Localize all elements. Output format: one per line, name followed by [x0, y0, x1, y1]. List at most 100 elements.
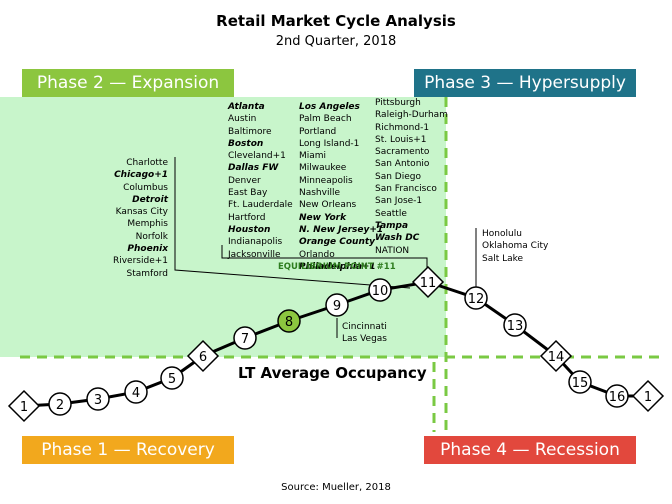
market-name: Charlotte — [126, 158, 168, 168]
market-name: Portland — [299, 126, 337, 137]
cycle-point-4: 4 — [124, 380, 148, 404]
cycle-point-label: 12 — [468, 292, 485, 307]
cycle-point-label: 7 — [241, 332, 249, 347]
cycle-point-marker — [186, 339, 220, 373]
market-name: Tampa — [375, 220, 409, 231]
cycle-point-9: 9 — [325, 293, 349, 317]
market-name: Long Island-1 — [299, 138, 360, 149]
market-name: Phoenix — [127, 244, 168, 255]
cycle-point-marker — [568, 370, 592, 394]
phase1-recovery-label: Phase 1 — Recovery — [22, 436, 234, 464]
market-name: Cincinnati — [342, 322, 387, 332]
chart-title: Retail Market Cycle Analysis — [216, 12, 456, 30]
market-name: Hartford — [228, 212, 266, 223]
market-name: Minneapolis — [299, 175, 353, 186]
cycle-point-marker — [277, 309, 301, 333]
cycle-point-label: 14 — [548, 350, 565, 365]
cycle-point-11: 11 — [411, 265, 445, 299]
cycle-point-12: 12 — [464, 286, 488, 310]
cycle-point-label: 1 — [644, 390, 652, 405]
market-name: Jacksonville — [228, 249, 281, 260]
phase4-recession-label: Phase 4 — Recession — [424, 436, 636, 464]
cycle-point-7: 7 — [233, 326, 257, 350]
cycle-point-marker — [86, 387, 110, 411]
market-name: Wash DC — [375, 233, 420, 244]
market-name: Richmond-1 — [375, 122, 430, 133]
market-name: Houston — [228, 224, 271, 235]
cycle-point-label: 13 — [507, 319, 524, 334]
market-name: Austin — [228, 114, 257, 125]
market-name: Norfolk — [135, 231, 168, 242]
cycle-point-label: 11 — [420, 276, 437, 291]
cycle-point-marker — [48, 392, 72, 416]
market-name: Cleveland+1 — [228, 151, 286, 162]
cycle-point-8: 8 — [277, 309, 301, 333]
cycle-point-label: 8 — [285, 315, 293, 330]
cycle-point-label: 4 — [132, 386, 140, 401]
cycle-point-16: 16 — [605, 384, 629, 408]
market-name: Seattle — [375, 208, 407, 219]
point9-market-list: Cincinnati Las Vegas — [342, 321, 387, 346]
market-name: Memphis — [127, 219, 168, 230]
cycle-point-6: 6 — [186, 339, 220, 373]
market-name: Sacramento — [375, 147, 430, 158]
market-name: San Francisco — [375, 184, 437, 195]
point11-market-bracket — [221, 245, 428, 270]
cycle-point-marker — [160, 366, 184, 390]
cycle-point-label: 15 — [572, 376, 589, 391]
market-name: Denver — [228, 175, 261, 186]
market-name: Los Angeles — [299, 102, 360, 112]
market-name: San Diego — [375, 171, 421, 182]
market-name: San Jose-1 — [375, 196, 423, 207]
cycle-point-13: 13 — [503, 313, 527, 337]
market-name: Pittsburgh — [375, 98, 421, 108]
market-name: New Orleans — [299, 200, 357, 211]
market-name: Honolulu — [482, 229, 522, 239]
point7-market-list: Charlotte Chicago+1 Columbus Detroit Kansas … — [112, 157, 168, 280]
cycle-point-marker — [631, 379, 665, 413]
phase2-expansion-label: Phase 2 — Expansion — [22, 69, 234, 97]
market-name: Palm Beach — [299, 114, 352, 125]
market-name: Stamford — [126, 268, 168, 279]
cycle-point-5: 5 — [160, 366, 184, 390]
cycle-point-marker — [233, 326, 257, 350]
market-name: N. New Jersey+1 — [299, 224, 384, 235]
cycle-point-marker — [539, 339, 573, 373]
market-name: Philadelphia+1 — [299, 261, 376, 272]
cycle-point-label: 5 — [168, 372, 176, 387]
equilibrium-point-label: EQUILIBRIUM POINT #11 — [278, 262, 396, 272]
market-name: Las Vegas — [342, 334, 387, 345]
point7-market-leader — [174, 157, 411, 289]
market-name: Orange County — [299, 237, 376, 248]
point11-market-list-b: Los Angeles Palm Beach Portland Long Island… — [299, 101, 383, 273]
expansion-zone-background — [0, 97, 446, 357]
market-name: Orlando — [299, 249, 335, 260]
lt-average-occupancy-label: LT Average Occupancy — [238, 364, 427, 382]
cycle-point-marker — [464, 286, 488, 310]
market-name: St. Louis+1 — [375, 134, 427, 145]
market-name: Detroit — [132, 194, 168, 205]
point12-market-list: Honolulu Oklahoma City Salt Lake — [482, 228, 548, 265]
market-name: East Bay — [228, 188, 268, 199]
cycle-point-1-repeat: 1 — [631, 379, 665, 413]
market-name: Chicago+1 — [114, 170, 168, 181]
market-name: Atlanta — [228, 102, 265, 112]
market-name: San Antonio — [375, 159, 430, 170]
cycle-point-1: 1 — [7, 389, 41, 423]
market-name: New York — [299, 212, 347, 223]
cycle-point-marker — [503, 313, 527, 337]
cycle-point-label: 6 — [199, 350, 207, 365]
cycle-point-label: 2 — [56, 398, 64, 413]
market-name: Kansas City — [115, 207, 168, 218]
cycle-point-15: 15 — [568, 370, 592, 394]
cycle-point-10: 10 — [368, 278, 392, 302]
market-name: Columbus — [123, 182, 168, 193]
cycle-point-label: 16 — [609, 390, 626, 405]
market-name: Baltimore — [228, 126, 272, 137]
market-name: Dallas FW — [228, 163, 279, 174]
market-name: Boston — [228, 138, 264, 149]
cycle-point-marker — [368, 278, 392, 302]
cycle-point-marker — [411, 265, 445, 299]
